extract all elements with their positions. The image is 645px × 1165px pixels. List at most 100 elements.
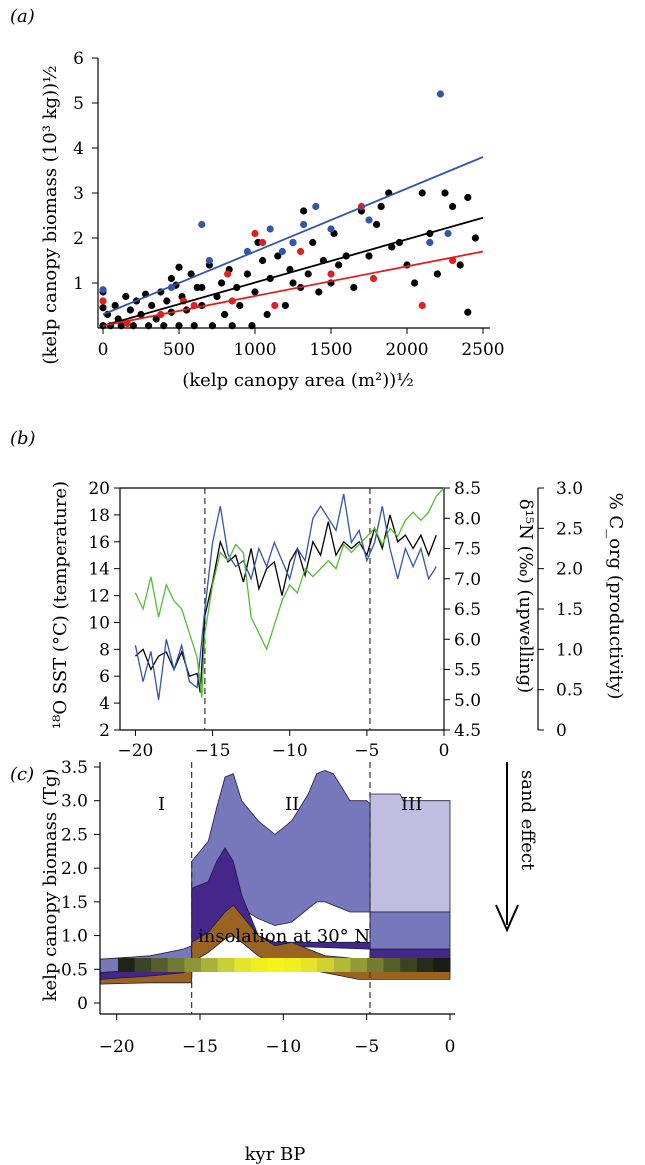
insolation-cell bbox=[333, 958, 351, 972]
panel-b-lines: −20 −15 −10 −5 0 2 4 6 8 10 12 14 16 18 20 4.5 5.0 5.5 6… bbox=[50, 479, 626, 761]
y-ticks: 1 2 3 4 5 6 bbox=[73, 49, 98, 294]
data-point bbox=[433, 270, 441, 278]
tick-label: 1.5 bbox=[61, 893, 88, 913]
data-point bbox=[274, 252, 282, 260]
region-label-1: I bbox=[158, 794, 165, 815]
region-label-3: III bbox=[401, 794, 422, 815]
tick-label: 0 bbox=[77, 994, 88, 1014]
tick-label: 6 bbox=[99, 667, 110, 687]
tick-label: −15 bbox=[182, 1037, 218, 1057]
data-point bbox=[221, 310, 229, 319]
data-point bbox=[111, 301, 119, 310]
data-point bbox=[198, 283, 206, 292]
tick-label: 8.0 bbox=[454, 509, 481, 529]
insolation-cell bbox=[217, 958, 235, 972]
data-point bbox=[418, 189, 426, 197]
data-point bbox=[315, 288, 323, 296]
tick-label: 0 bbox=[445, 1037, 456, 1057]
data-point bbox=[99, 286, 107, 294]
data-point bbox=[266, 225, 274, 233]
tick-label: 1.0 bbox=[61, 927, 88, 947]
insolation-bar bbox=[118, 958, 451, 972]
tick-label: 2 bbox=[73, 229, 84, 249]
data-point bbox=[251, 229, 259, 238]
panel-a-scatter: 0 500 1000 1500 2000 2500 1 2 3 4 5 6 (kelp canopy… bbox=[40, 49, 505, 391]
tick-label: 8 bbox=[99, 640, 110, 660]
data-point bbox=[297, 247, 305, 256]
insolation-cell bbox=[383, 958, 401, 972]
data-point bbox=[300, 220, 308, 229]
tick-label: 2000 bbox=[385, 340, 428, 360]
data-point bbox=[309, 238, 317, 247]
series-line bbox=[134, 487, 445, 698]
tick-label: 0 bbox=[98, 340, 109, 360]
region-label-2: II bbox=[285, 794, 299, 815]
tick-label: 1.5 bbox=[556, 600, 583, 620]
tick-label: 7.0 bbox=[454, 570, 481, 590]
tick-label: 4 bbox=[73, 139, 84, 159]
x-ticks: −20 −15 −10 −5 0 bbox=[99, 1014, 456, 1057]
data-point bbox=[373, 220, 381, 229]
x-axis-label: kyr BP bbox=[245, 1144, 306, 1165]
tick-label: 6.5 bbox=[454, 600, 481, 620]
data-point bbox=[259, 238, 267, 247]
y-ticks-middle: 4.5 5.0 5.5 6.0 6.5 7.0 7.5 8.0 8.5 bbox=[444, 479, 481, 741]
data-point bbox=[418, 301, 426, 310]
data-point bbox=[148, 301, 156, 310]
data-point bbox=[369, 274, 378, 283]
data-point bbox=[444, 229, 452, 238]
regression-lines bbox=[102, 156, 484, 327]
tick-label: 2.0 bbox=[61, 859, 88, 879]
tick-label: −10 bbox=[265, 1037, 301, 1057]
tick-label: 6 bbox=[73, 49, 84, 69]
data-point bbox=[464, 308, 472, 316]
data-point bbox=[259, 256, 267, 265]
tick-label: 3.0 bbox=[556, 479, 583, 499]
tick-label: 10 bbox=[88, 613, 110, 633]
tick-label: 1000 bbox=[233, 340, 276, 360]
insolation-cell bbox=[118, 958, 136, 972]
series-line bbox=[134, 514, 437, 693]
data-point bbox=[456, 261, 464, 269]
data-point bbox=[126, 306, 134, 314]
data-point bbox=[377, 202, 385, 211]
insolation-cell bbox=[134, 958, 152, 972]
tick-label: 0 bbox=[556, 721, 567, 741]
proxy-series bbox=[134, 487, 445, 700]
y-axis-label: (kelp canopy biomass (10³ kg))½ bbox=[40, 65, 61, 364]
data-point bbox=[278, 247, 286, 256]
insolation-cell bbox=[250, 958, 268, 972]
data-point bbox=[175, 263, 183, 271]
data-point bbox=[335, 261, 343, 269]
data-point bbox=[251, 288, 259, 296]
data-point bbox=[426, 238, 434, 247]
tick-label: −20 bbox=[117, 741, 153, 761]
data-point bbox=[365, 216, 373, 224]
tick-label: 3.0 bbox=[61, 792, 88, 812]
tick-label: 2.5 bbox=[556, 519, 583, 539]
insolation-cell bbox=[267, 958, 285, 972]
biomass-bands bbox=[99, 769, 451, 985]
tick-label: 0 bbox=[439, 741, 450, 761]
insolation-cell bbox=[284, 958, 302, 972]
tick-label: 2.5 bbox=[61, 825, 88, 845]
data-point bbox=[300, 207, 308, 215]
tick-label: 1500 bbox=[309, 340, 352, 360]
data-point bbox=[263, 310, 271, 319]
panel-c-areas: −20 −15 −10 −5 0 0 0.5 1.0 1.5 2.0 2.5 3.0 3.5 I II… bbox=[40, 758, 538, 1165]
tick-label: 3 bbox=[73, 184, 84, 204]
fit-line bbox=[102, 156, 484, 316]
y-axis-label: kelp canopy biomass (Tg) bbox=[40, 769, 61, 1002]
tick-label: 3.5 bbox=[61, 758, 88, 778]
insolation-cell bbox=[201, 958, 219, 972]
tick-label: −5 bbox=[354, 741, 379, 761]
tick-label: 5 bbox=[73, 94, 84, 114]
sand-effect-arrow bbox=[495, 762, 519, 933]
tick-label: 5.5 bbox=[454, 661, 481, 681]
x-axis-label: (kelp canopy area (m²))½ bbox=[182, 370, 413, 391]
tick-label: −15 bbox=[195, 741, 231, 761]
tick-label: 2500 bbox=[461, 340, 504, 360]
insolation-cell bbox=[416, 958, 434, 972]
fit-line bbox=[102, 250, 484, 327]
